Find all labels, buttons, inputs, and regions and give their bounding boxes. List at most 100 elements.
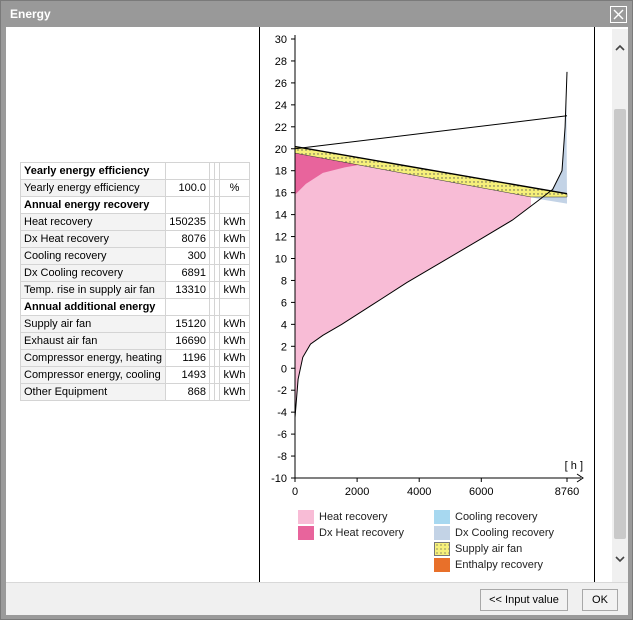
row-label: Other Equipment (20, 383, 166, 401)
y-tick-label: 14 (275, 210, 287, 222)
input-value-button[interactable]: << Input value (480, 589, 568, 611)
legend-label: Dx Cooling recovery (455, 527, 555, 539)
row-unit: kWh (218, 315, 250, 333)
row-unit: kWh (218, 264, 250, 282)
legend-label: Enthalpy recovery (455, 559, 544, 571)
table-row: Temp. rise in supply air fan 13310 kWh (20, 281, 250, 299)
y-tick-label: -6 (277, 429, 287, 441)
row-label: Yearly energy efficiency (20, 162, 166, 180)
legend-swatch (298, 526, 314, 540)
row-label: Dx Cooling recovery (20, 264, 166, 282)
row-label: Exhaust air fan (20, 332, 166, 350)
close-button[interactable] (610, 6, 627, 23)
table-row: Dx Cooling recovery 6891 kWh (20, 264, 250, 282)
row-value (164, 196, 210, 214)
y-tick-label: 26 (275, 78, 287, 90)
table-row: Dx Heat recovery 8076 kWh (20, 230, 250, 248)
row-label: Cooling recovery (20, 247, 166, 265)
legend-label: Dx Heat recovery (319, 527, 404, 539)
chevron-down-icon[interactable] (615, 554, 625, 564)
table-section-header: Annual additional energy (20, 298, 250, 316)
y-tick-label: 22 (275, 122, 287, 134)
y-tick-label: 18 (275, 166, 287, 178)
table-row: Supply air fan 15120 kWh (20, 315, 250, 333)
row-label: Dx Heat recovery (20, 230, 166, 248)
table-row: Cooling recovery 300 kWh (20, 247, 250, 265)
close-icon (613, 9, 624, 20)
window-title: Energy (10, 7, 51, 21)
legend-swatch (434, 526, 450, 540)
row-label: Yearly energy efficiency (20, 179, 166, 197)
y-tick-label: -8 (277, 451, 287, 463)
row-unit: % (218, 179, 250, 197)
legend-swatch (434, 558, 450, 572)
legend-swatch (434, 510, 450, 524)
x-tick-label: 2000 (345, 486, 369, 498)
y-tick-label: 12 (275, 232, 287, 244)
row-value: 300 (164, 247, 210, 265)
y-tick-label: 6 (281, 297, 287, 309)
y-tick-label: 28 (275, 56, 287, 68)
row-label: Compressor energy, heating (20, 349, 166, 367)
x-axis-arrow (576, 473, 584, 483)
ok-button[interactable]: OK (582, 589, 618, 611)
row-unit (218, 298, 250, 316)
row-label: Temp. rise in supply air fan (20, 281, 166, 299)
row-label: Heat recovery (20, 213, 166, 231)
table-row: Yearly energy efficiency 100.0% (20, 179, 250, 197)
scrollbar-thumb[interactable] (614, 109, 626, 539)
row-unit: kWh (218, 213, 250, 231)
row-value: 1196 (164, 349, 210, 367)
y-tick-label: 16 (275, 188, 287, 200)
row-value: 8076 (164, 230, 210, 248)
table-row: Other Equipment 868 kWh (20, 383, 250, 401)
energy-table: Yearly energy efficiency Yearly energy ef… (20, 162, 250, 401)
panel-divider-left (259, 27, 260, 582)
row-value: 100.0 (164, 179, 210, 197)
y-tick-label: -2 (277, 385, 287, 397)
row-unit: kWh (218, 332, 250, 350)
row-label: Annual additional energy (20, 298, 166, 316)
heat-recovery-area (295, 153, 531, 418)
row-unit: kWh (218, 366, 250, 384)
row-label: Supply air fan (20, 315, 166, 333)
extract-air-line (294, 115, 568, 150)
y-tick-label: 24 (275, 100, 287, 112)
row-value: 6891 (164, 264, 210, 282)
vertical-scrollbar[interactable] (612, 29, 628, 582)
row-value: 16690 (164, 332, 210, 350)
table-row: Exhaust air fan 16690 kWh (20, 332, 250, 350)
y-tick-label: 0 (281, 363, 287, 375)
legend-label: Supply air fan (455, 543, 523, 555)
legend-label: Heat recovery (319, 511, 388, 523)
row-label: Annual energy recovery (20, 196, 166, 214)
y-tick-label: 10 (275, 254, 287, 266)
row-unit: kWh (218, 281, 250, 299)
y-tick-label: 20 (275, 144, 287, 156)
table-row: Compressor energy, cooling 1493 kWh (20, 366, 250, 384)
row-unit (218, 196, 250, 214)
table-section-header: Annual energy recovery (20, 196, 250, 214)
row-value: 1493 (164, 366, 210, 384)
legend-swatch (434, 542, 450, 556)
row-unit: kWh (218, 383, 250, 401)
x-tick-label: 8760 (555, 486, 579, 498)
outdoor-temperature-line (294, 71, 568, 418)
row-unit: kWh (218, 349, 250, 367)
y-tick-label: 30 (275, 34, 287, 46)
row-value: 150235 (164, 213, 210, 231)
table-row: Heat recovery 150235 kWh (20, 213, 250, 231)
legend-label: Cooling recovery (455, 511, 538, 523)
chevron-up-icon[interactable] (615, 43, 625, 53)
dx-heat-recovery-area (295, 153, 364, 195)
row-value: 13310 (164, 281, 210, 299)
y-tick-label: 2 (281, 341, 287, 353)
y-tick-label: 8 (281, 275, 287, 287)
x-tick-label: 6000 (469, 486, 493, 498)
x-tick-label: 0 (292, 486, 298, 498)
row-unit: kWh (218, 230, 250, 248)
table-section-header: Yearly energy efficiency (20, 162, 250, 180)
table-row: Compressor energy, heating 1196 kWh (20, 349, 250, 367)
row-unit (218, 162, 250, 180)
